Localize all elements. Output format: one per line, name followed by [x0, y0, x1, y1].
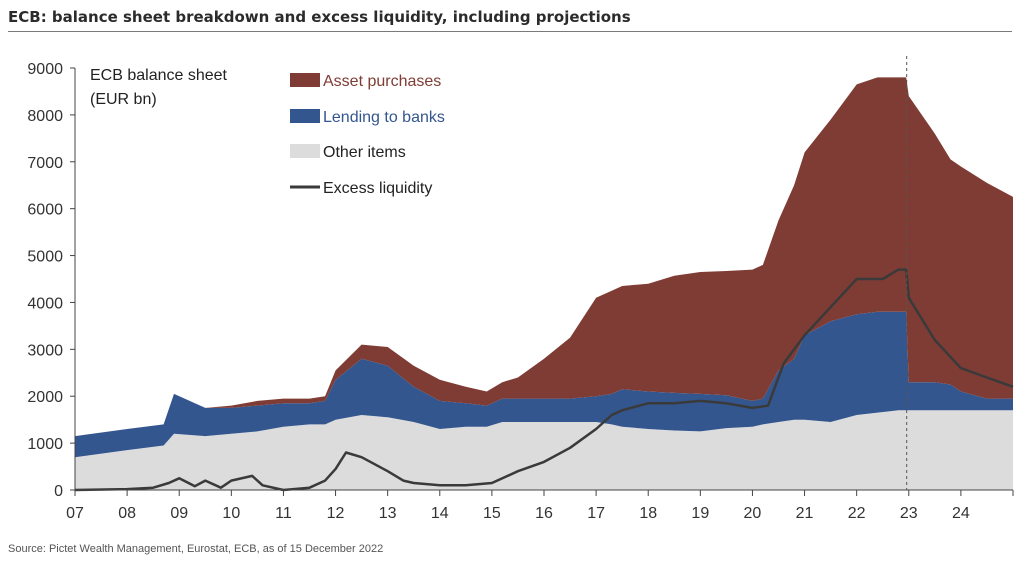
y-tick-label: 4000 — [27, 295, 63, 312]
legend-label-other-items: Other items — [323, 144, 406, 161]
x-tick-label: 22 — [848, 505, 866, 522]
x-tick-label: 14 — [431, 505, 449, 522]
y-tick-label: 2000 — [27, 389, 63, 406]
legend-swatch-other-items — [290, 144, 320, 158]
x-ticks: 07 08 09 10 11 12 13 14 15 16 17 18 19 20 21 22 23 24 — [66, 490, 1014, 522]
x-tick-label: 19 — [691, 505, 709, 522]
legend-swatch-lending-to-banks — [290, 109, 320, 123]
y-tick-label: 6000 — [27, 202, 63, 219]
x-tick-label: 16 — [535, 505, 553, 522]
y-tick-label: 5000 — [27, 249, 63, 266]
x-tick-label: 08 — [118, 505, 136, 522]
legend-label-asset-purchases: Asset purchases — [323, 73, 441, 90]
y-tick-label: 7000 — [27, 155, 63, 172]
x-tick-label: 09 — [170, 505, 188, 522]
x-tick-label: 11 — [275, 505, 292, 522]
y-tick-label: 3000 — [27, 342, 63, 359]
x-tick-label: 18 — [639, 505, 657, 522]
x-tick-label: 21 — [796, 505, 814, 522]
x-tick-label: 15 — [483, 505, 501, 522]
chart-title: ECB: balance sheet breakdown and excess … — [8, 8, 631, 26]
legend-label-excess-liquidity: Excess liquidity — [323, 180, 432, 197]
excess-liquidity-line — [74, 268, 1014, 492]
legend-label-lending-to-banks: Lending to banks — [323, 109, 445, 126]
title-divider — [8, 31, 1012, 32]
legend: Asset purchases Lending to banks Other i… — [290, 73, 445, 197]
chart-annotation: ECB balance sheet (EUR bn) — [90, 67, 228, 108]
y-tick-label: 8000 — [27, 108, 63, 125]
x-tick-label: 24 — [952, 505, 970, 522]
y-tick-label: 9000 — [27, 61, 63, 78]
x-tick-label: 12 — [327, 505, 345, 522]
area-lending-to-banks — [75, 311, 1013, 458]
y-tick-label: 1000 — [27, 436, 63, 453]
y-tick-label: 0 — [54, 483, 63, 500]
area-other-items — [75, 410, 1013, 490]
x-tick-label: 20 — [744, 505, 762, 522]
legend-swatch-asset-purchases — [290, 73, 320, 87]
x-tick-label: 10 — [222, 505, 240, 522]
annotation-line-2: (EUR bn) — [90, 91, 157, 108]
source-note: Source: Pictet Wealth Management, Eurost… — [8, 543, 384, 555]
x-tick-label: 17 — [587, 505, 605, 522]
x-tick-label: 07 — [66, 505, 84, 522]
annotation-line-1: ECB balance sheet — [90, 67, 228, 84]
x-tick-label: 13 — [379, 505, 397, 522]
x-tick-label: 23 — [900, 505, 918, 522]
area-layers — [75, 77, 1013, 490]
excess-liquidity-line-group — [74, 268, 1014, 492]
area-asset-purchases — [75, 77, 1013, 437]
y-ticks: 0 1000 2000 3000 4000 5000 6000 7000 8000 9000 — [27, 61, 75, 500]
